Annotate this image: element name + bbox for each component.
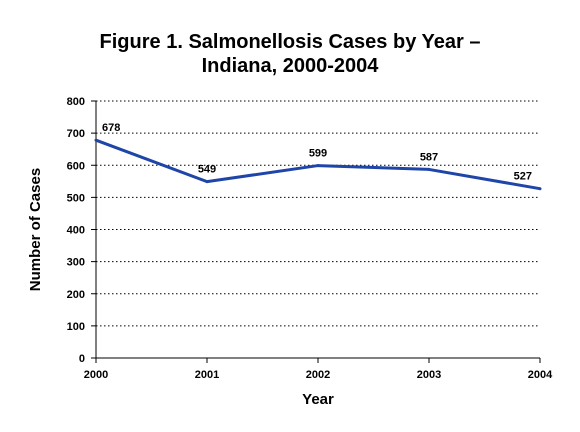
x-tick-label: 2001 <box>195 369 219 381</box>
y-tick-label: 200 <box>67 289 85 301</box>
x-tick-label: 2003 <box>417 369 441 381</box>
series <box>94 138 542 191</box>
data-point <box>94 138 98 142</box>
data-point <box>427 167 431 171</box>
chart-title: Figure 1. Salmonellosis Cases by Year – … <box>0 30 580 78</box>
y-axis-ticks: 0 100 200 300 400 500 600 700 800 <box>67 96 96 365</box>
x-axis-ticks: 2000 2001 2002 2003 2004 <box>84 358 553 381</box>
data-point <box>316 164 320 168</box>
y-tick-label: 300 <box>67 257 85 269</box>
data-point <box>205 180 209 184</box>
chart-title-line-1: Figure 1. Salmonellosis Cases by Year – <box>99 31 481 53</box>
y-tick-label: 500 <box>67 192 85 204</box>
data-label: 678 <box>102 122 120 134</box>
y-tick-label: 700 <box>67 128 85 140</box>
y-tick-label: 400 <box>67 225 85 237</box>
data-labels: 678 549 599 587 527 <box>102 122 532 183</box>
data-point <box>538 187 542 191</box>
y-tick-label: 0 <box>79 353 85 365</box>
y-tick-label: 100 <box>67 321 85 333</box>
x-tick-label: 2002 <box>306 369 330 381</box>
x-tick-label: 2004 <box>528 369 553 381</box>
chart-title-line-2: Indiana, 2000-2004 <box>201 55 379 77</box>
x-tick-label: 2000 <box>84 369 108 381</box>
x-axis-title: Year <box>302 391 334 408</box>
y-axis-title: Number of Cases <box>27 168 44 291</box>
data-label: 587 <box>420 151 438 163</box>
y-tick-label: 600 <box>67 160 85 172</box>
data-label: 527 <box>514 171 532 183</box>
y-tick-label: 800 <box>67 96 85 108</box>
data-label: 599 <box>309 148 327 160</box>
data-label: 549 <box>198 164 216 176</box>
gridlines <box>96 100 540 327</box>
